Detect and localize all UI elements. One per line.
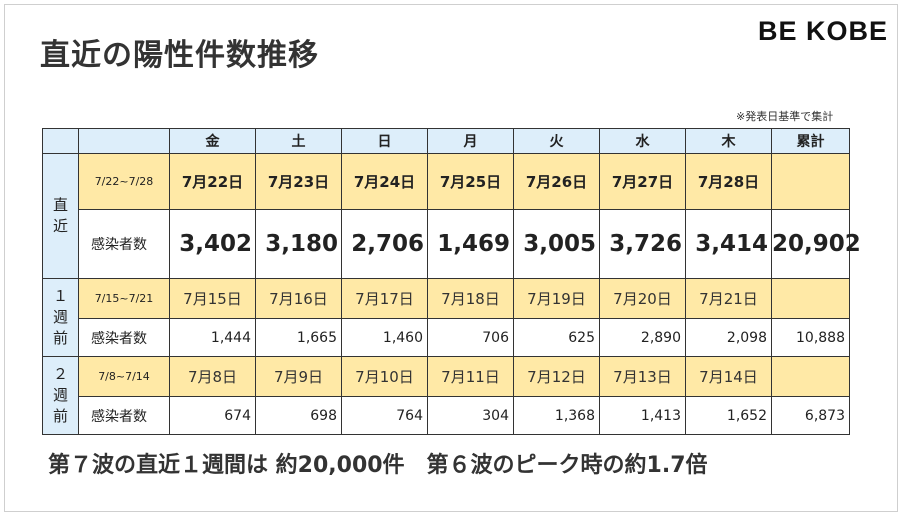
total-cell: 10,888 — [771, 318, 850, 357]
count-cell: 1,665 — [255, 318, 342, 357]
count-row: 感染者数 3,402 3,180 2,706 1,469 3,005 3,726… — [43, 209, 861, 279]
day-header: 水 — [599, 128, 686, 154]
slide-frame — [4, 4, 898, 512]
logo: BE KOBE — [757, 16, 888, 46]
date-cell: 7月21日 — [685, 278, 772, 319]
section-label-text: １ 週 前 — [52, 287, 68, 347]
day-header: 日 — [341, 128, 428, 154]
section-label: 直 近 — [42, 153, 79, 279]
header-blank — [78, 128, 170, 154]
count-cell: 3,726 — [599, 209, 686, 279]
date-row: １ 週 前 7/15~7/21 7月15日 7月16日 7月17日 7月18日 … — [42, 278, 850, 357]
header-corner — [42, 128, 79, 154]
count-cell: 3,402 — [169, 209, 256, 279]
date-range: 7/22~7/28 — [78, 153, 170, 210]
count-cell: 3,005 — [513, 209, 600, 279]
count-cell: 2,706 — [341, 209, 428, 279]
date-cell: 7月15日 — [169, 278, 256, 319]
date-cell: 7月11日 — [427, 356, 514, 397]
date-cell: 7月28日 — [685, 153, 772, 210]
count-cell: 2,890 — [599, 318, 686, 357]
count-cell: 1,413 — [599, 396, 686, 435]
date-cell: 7月10日 — [341, 356, 428, 397]
count-cell: 2,098 — [685, 318, 772, 357]
date-range: 7/8~7/14 — [78, 356, 170, 397]
count-cell: 3,414 — [685, 209, 772, 279]
date-cell: 7月17日 — [341, 278, 428, 319]
date-cell: 7月27日 — [599, 153, 686, 210]
day-header: 火 — [513, 128, 600, 154]
day-header: 金 — [169, 128, 256, 154]
date-cell: 7月20日 — [599, 278, 686, 319]
count-cell: 674 — [169, 396, 256, 435]
row-label: 感染者数 — [78, 396, 170, 435]
day-header: 木 — [685, 128, 772, 154]
count-cell: 1,652 — [685, 396, 772, 435]
date-range: 7/15~7/21 — [78, 278, 170, 319]
section-label: １ 週 前 — [42, 278, 79, 357]
row-label: 感染者数 — [78, 318, 170, 357]
section-label-text: 直 近 — [52, 196, 68, 235]
total-header: 累計 — [771, 128, 850, 154]
count-cell: 1,444 — [169, 318, 256, 357]
row-label: 感染者数 — [78, 209, 170, 279]
date-row: 直 近 7/22~7/28 7月22日 7月23日 7月24日 7月25日 7月… — [42, 153, 850, 279]
note: ※発表日基準で集計 — [736, 110, 834, 123]
count-cell: 1,469 — [427, 209, 514, 279]
count-cell: 1,368 — [513, 396, 600, 435]
header-row: 金 土 日 月 火 水 木 累計 — [42, 128, 850, 154]
total-cell: 20,902 — [771, 209, 861, 279]
date-cell: 7月16日 — [255, 278, 342, 319]
page-title: 直近の陽性件数推移 — [40, 38, 319, 73]
conclusion-text: 第７波の直近１週間は 約20,000件 第６波のピーク時の約1.7倍 — [48, 453, 708, 478]
total-cell: 6,873 — [771, 396, 850, 435]
date-cell: 7月12日 — [513, 356, 600, 397]
count-cell: 3,180 — [255, 209, 342, 279]
total-blank — [771, 153, 850, 210]
count-cell: 706 — [427, 318, 514, 357]
count-cell: 1,460 — [341, 318, 428, 357]
count-cell: 764 — [341, 396, 428, 435]
date-cell: 7月18日 — [427, 278, 514, 319]
section-label-text: ２ 週 前 — [52, 365, 68, 425]
section-label: ２ 週 前 — [42, 356, 79, 435]
count-cell: 625 — [513, 318, 600, 357]
date-cell: 7月23日 — [255, 153, 342, 210]
date-cell: 7月22日 — [169, 153, 256, 210]
total-blank — [771, 356, 850, 397]
date-cell: 7月8日 — [169, 356, 256, 397]
count-cell: 304 — [427, 396, 514, 435]
positive-cases-table: 金 土 日 月 火 水 木 累計 直 近 7/22~7/28 7月22日 7月2… — [42, 128, 861, 435]
date-cell: 7月24日 — [341, 153, 428, 210]
total-blank — [771, 278, 850, 319]
date-row: ２ 週 前 7/8~7/14 7月8日 7月9日 7月10日 7月11日 7月1… — [42, 356, 850, 435]
date-cell: 7月26日 — [513, 153, 600, 210]
date-cell: 7月9日 — [255, 356, 342, 397]
count-cell: 698 — [255, 396, 342, 435]
count-row: 感染者数 1,444 1,665 1,460 706 625 2,890 2,0… — [43, 318, 850, 357]
day-header: 月 — [427, 128, 514, 154]
day-header: 土 — [255, 128, 342, 154]
count-row: 感染者数 674 698 764 304 1,368 1,413 1,652 6… — [43, 396, 850, 435]
date-cell: 7月13日 — [599, 356, 686, 397]
date-cell: 7月14日 — [685, 356, 772, 397]
date-cell: 7月19日 — [513, 278, 600, 319]
date-cell: 7月25日 — [427, 153, 514, 210]
